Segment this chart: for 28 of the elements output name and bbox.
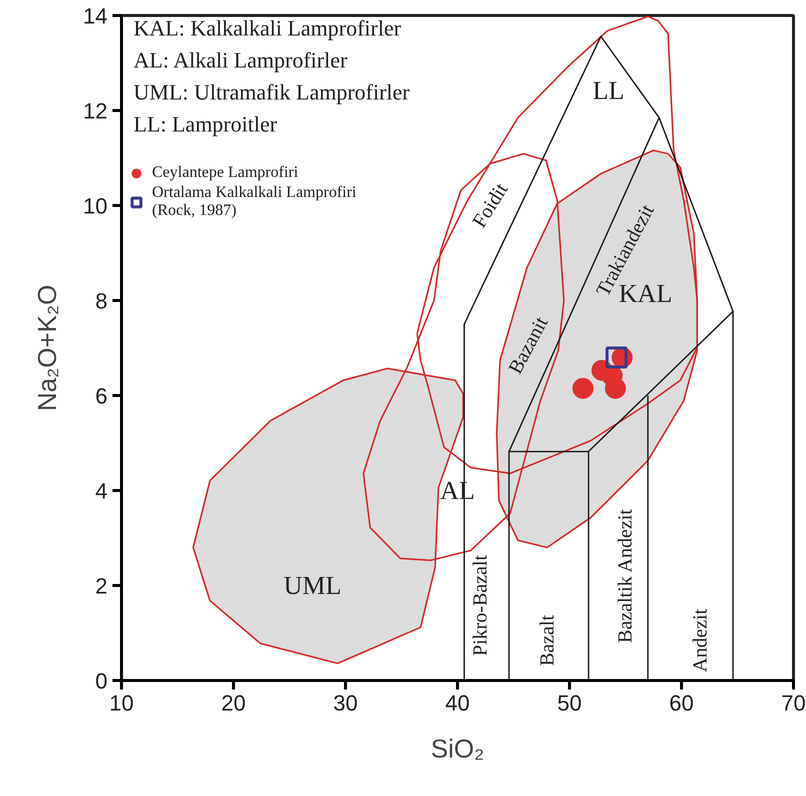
annotation: Bazaltik Andezit: [614, 508, 636, 643]
y-tick-label: 6: [95, 384, 108, 408]
x-tick-label: 60: [669, 690, 694, 716]
x-axis-title: SiO₂: [430, 734, 484, 764]
y-tick-label: 8: [95, 288, 108, 314]
annotation: UML: Ultramafik Lamprofirler: [134, 80, 410, 104]
y-tick-label: 14: [83, 4, 108, 28]
annotation: AL: Alkali Lamprofirler: [134, 48, 348, 72]
x-tick-label: 40: [445, 690, 470, 716]
y-tick-label: 10: [83, 194, 108, 218]
x-tick-label: 30: [333, 690, 358, 716]
y-tick-label: 12: [83, 98, 108, 124]
x-tick-label: 70: [781, 690, 806, 716]
annotation: Pikro-Bazalt: [470, 554, 492, 656]
legend-label: Ceylantepe Lamprofiri: [152, 164, 298, 182]
annotation: LL: Lamproitler: [134, 112, 278, 136]
annotation: KAL: Kalkalkali Lamprofirler: [134, 16, 402, 40]
x-tick-label: 20: [221, 690, 246, 716]
legend-label: Ortalama Kalkalkali Lamprofiri (Rock, 1987): [152, 184, 356, 220]
y-tick-label: 0: [95, 668, 108, 694]
y-axis-title: Na₂O+K₂O: [32, 284, 62, 412]
y-tick-label: 2: [95, 574, 108, 598]
x-tick-label: 50: [557, 690, 582, 716]
annotation: UML: [284, 571, 342, 600]
annotation: Bazalt: [536, 614, 558, 666]
annotation: Andezit: [690, 608, 712, 672]
annotation: LL: [592, 76, 624, 105]
y-tick-label: 4: [95, 478, 108, 504]
